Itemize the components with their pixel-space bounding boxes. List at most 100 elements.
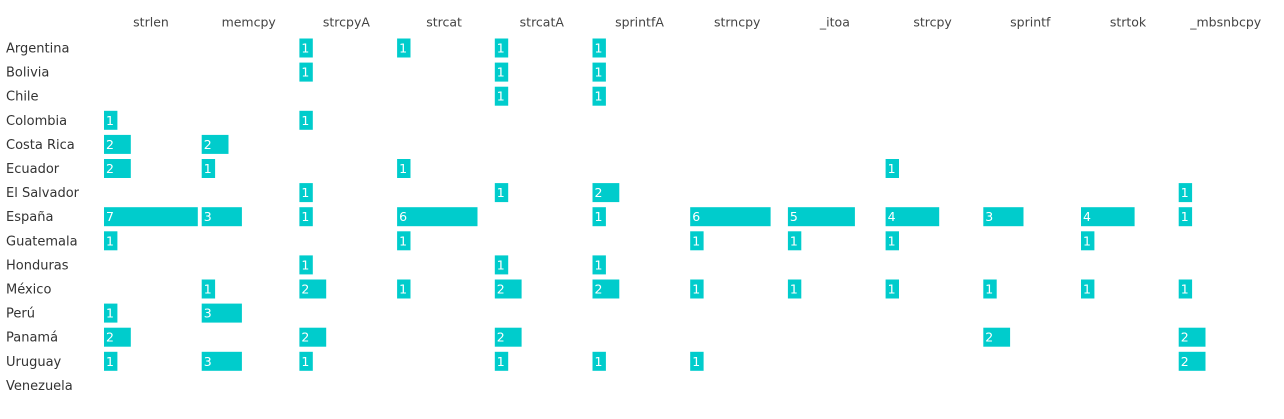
bar xyxy=(299,38,313,58)
bar xyxy=(494,38,509,58)
value-label: 4 xyxy=(888,209,896,224)
value-label: 1 xyxy=(399,41,407,56)
value-label: 1 xyxy=(497,65,505,80)
column-header: sprintfA xyxy=(615,15,664,30)
bar xyxy=(494,351,509,371)
value-label: 1 xyxy=(204,282,212,297)
bar xyxy=(299,207,313,227)
value-label: 1 xyxy=(595,41,603,56)
value-label: 3 xyxy=(985,209,993,224)
value-label: 3 xyxy=(204,209,212,224)
bar xyxy=(494,279,522,299)
column-header: memcpy xyxy=(222,15,277,30)
bar xyxy=(201,279,216,299)
bar xyxy=(104,351,118,371)
value-label: 1 xyxy=(1181,209,1189,224)
value-label: 2 xyxy=(595,282,603,297)
bar xyxy=(1178,351,1206,371)
bar xyxy=(1178,279,1193,299)
value-label: 1 xyxy=(888,282,896,297)
value-label: 1 xyxy=(1083,282,1091,297)
value-label: 6 xyxy=(692,209,700,224)
bar xyxy=(201,207,242,227)
column-header: strcatA xyxy=(520,15,565,30)
bar xyxy=(885,159,899,178)
bar xyxy=(690,231,704,251)
row-label: El Salvador xyxy=(6,186,80,201)
value-label: 1 xyxy=(204,161,212,176)
bar xyxy=(494,86,509,106)
column-header: strncpy xyxy=(714,15,761,30)
value-label: 2 xyxy=(595,185,603,200)
value-label: 2 xyxy=(106,137,114,152)
bar xyxy=(983,327,1011,347)
bar xyxy=(983,207,1024,227)
value-label: 2 xyxy=(1181,354,1189,369)
row-label: Guatemala xyxy=(6,234,78,249)
column-header: _mbsnbcpy xyxy=(1189,15,1262,30)
value-label: 1 xyxy=(497,257,505,272)
column-header: strcat xyxy=(426,15,462,30)
value-label: 1 xyxy=(301,209,309,224)
bar xyxy=(787,207,855,227)
bar xyxy=(690,207,771,227)
value-label: 1 xyxy=(692,233,700,248)
value-label: 1 xyxy=(790,282,798,297)
value-label: 1 xyxy=(301,354,309,369)
row-label: Honduras xyxy=(6,258,69,273)
value-label: 1 xyxy=(888,233,896,248)
value-label: 2 xyxy=(1181,330,1189,345)
bar xyxy=(1178,327,1206,347)
column-header: sprintf xyxy=(1010,15,1051,30)
value-label: 2 xyxy=(985,330,993,345)
value-label: 1 xyxy=(497,41,505,56)
value-label: 1 xyxy=(595,89,603,104)
value-label: 2 xyxy=(497,330,505,345)
value-label: 1 xyxy=(301,113,309,128)
value-label: 1 xyxy=(1181,282,1189,297)
row-label: Argentina xyxy=(6,42,69,57)
value-label: 1 xyxy=(301,65,309,80)
row-label: Bolivia xyxy=(6,66,49,81)
bar xyxy=(885,207,940,227)
bar xyxy=(592,351,606,371)
bar xyxy=(592,38,606,58)
bar xyxy=(201,134,229,154)
bar xyxy=(494,183,509,203)
column-header: _itoa xyxy=(819,15,850,30)
bar xyxy=(885,279,899,299)
bar xyxy=(397,207,478,227)
bar xyxy=(983,279,997,299)
value-label: 1 xyxy=(595,257,603,272)
value-label: 1 xyxy=(888,161,896,176)
bar xyxy=(1081,279,1095,299)
bar xyxy=(592,62,606,82)
value-label: 2 xyxy=(106,161,114,176)
value-label: 1 xyxy=(399,233,407,248)
value-label: 1 xyxy=(692,282,700,297)
bar xyxy=(397,231,411,251)
bar xyxy=(299,279,327,299)
row-label: Ecuador xyxy=(6,162,60,177)
row-label: Venezuela xyxy=(6,379,73,394)
bar xyxy=(397,159,411,178)
bar xyxy=(1081,231,1095,251)
value-label: 2 xyxy=(301,282,309,297)
bar xyxy=(1178,207,1193,227)
row-label: México xyxy=(6,283,51,298)
bar xyxy=(592,207,606,227)
bar xyxy=(299,183,313,203)
bar xyxy=(104,159,131,178)
row-label: Costa Rica xyxy=(6,138,75,153)
value-label: 2 xyxy=(106,330,114,345)
value-label: 1 xyxy=(595,209,603,224)
value-label: 1 xyxy=(106,233,114,248)
row-label: España xyxy=(6,210,53,225)
bar xyxy=(104,134,131,154)
column-header: strcpy xyxy=(913,15,952,30)
value-label: 1 xyxy=(497,354,505,369)
column-header: strcpyA xyxy=(323,15,370,30)
bar xyxy=(690,279,704,299)
value-label: 5 xyxy=(790,209,798,224)
